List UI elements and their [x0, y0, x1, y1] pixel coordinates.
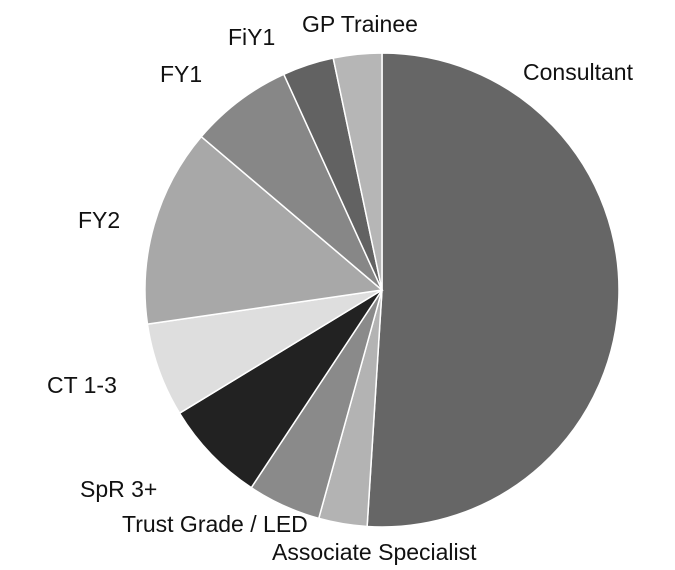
pie-slice — [332, 52, 383, 291]
slice-label: FiY1 — [228, 24, 275, 50]
slice-label: Associate Specialist — [272, 539, 477, 565]
pie-slice — [366, 52, 620, 528]
pie-slice — [178, 289, 383, 489]
slice-label: FY2 — [78, 207, 120, 233]
pie-slice — [144, 135, 384, 325]
slice-label: SpR 3+ — [80, 476, 157, 502]
slice-label: CT 1-3 — [47, 372, 117, 398]
slice-label: FY1 — [160, 61, 202, 87]
slice-label: Trust Grade / LED — [122, 511, 308, 537]
pie-slice — [200, 73, 383, 291]
slice-label: Consultant — [523, 59, 634, 85]
slice-label: GP Trainee — [302, 11, 418, 37]
